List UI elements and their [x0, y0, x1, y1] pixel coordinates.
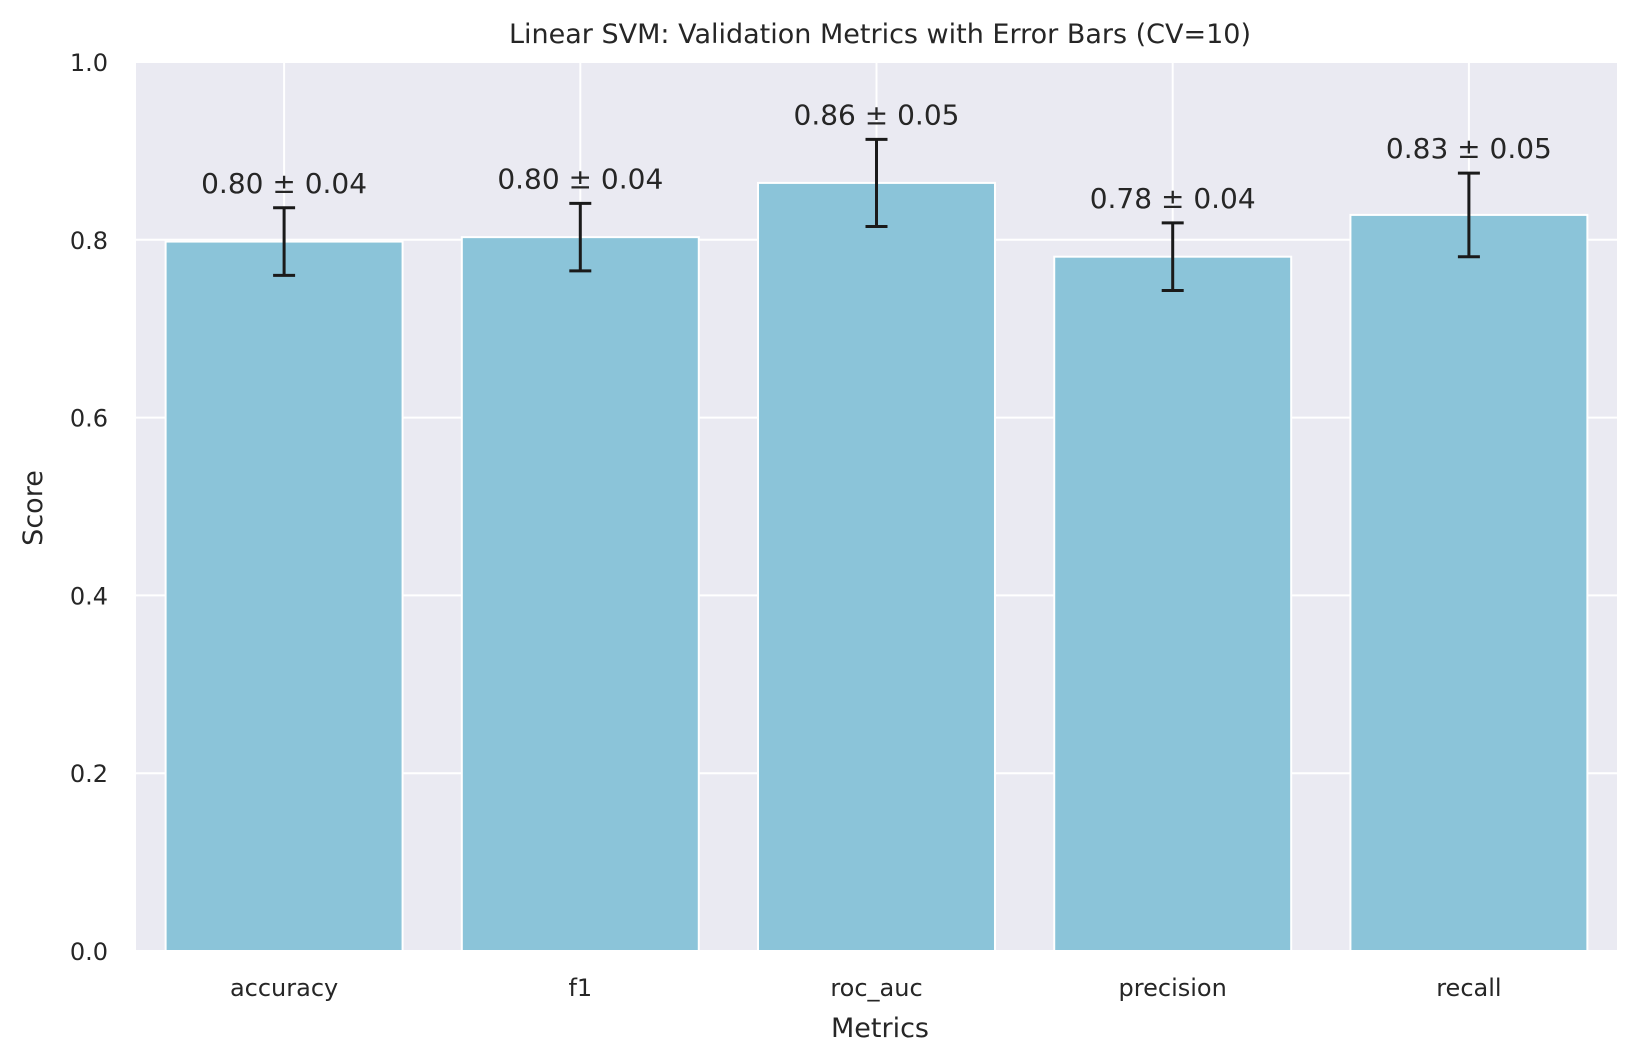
error-bar-recall: [1457, 171, 1480, 259]
data-label-precision: 0.78 ± 0.04: [1090, 182, 1256, 215]
bar-roc_auc: [757, 181, 996, 953]
error-bar-roc_auc: [865, 137, 888, 228]
bar-precision: [1053, 255, 1293, 953]
error-bar-f1: [569, 201, 592, 273]
y-tick-label: 0.0: [70, 938, 108, 966]
data-label-f1: 0.80 ± 0.04: [497, 162, 663, 195]
bars: [164, 181, 1589, 953]
data-labels: 0.80 ± 0.04 0.80 ± 0.04 0.86 ± 0.05 0.78 ± …: [201, 98, 1552, 215]
chart-title: Linear SVM: Validation Metrics with Erro…: [509, 19, 1251, 50]
x-tick-label-roc_auc: roc_auc: [830, 974, 922, 1002]
x-tick-label-recall: recall: [1436, 974, 1501, 1002]
error-bar-accuracy: [273, 206, 296, 277]
y-tick-label: 0.4: [70, 582, 108, 610]
bar-accuracy: [164, 240, 404, 952]
data-label-recall: 0.83 ± 0.05: [1386, 132, 1552, 165]
y-axis-ticks: 0.0 0.2 0.4 0.6 0.8 1.0: [70, 49, 108, 966]
x-tick-label-accuracy: accuracy: [230, 974, 338, 1002]
data-label-roc_auc: 0.86 ± 0.05: [794, 98, 960, 131]
data-label-accuracy: 0.80 ± 0.04: [201, 167, 367, 200]
x-tick-label-precision: precision: [1119, 974, 1227, 1002]
error-bars: [273, 137, 1480, 292]
y-tick-label: 1.0: [70, 49, 108, 77]
y-axis-label: Score: [18, 470, 49, 546]
y-tick-label: 0.2: [70, 760, 108, 788]
bar-f1: [460, 236, 700, 952]
x-axis-ticks: accuracy f1 roc_auc precision recall: [230, 974, 1502, 1002]
y-tick-label: 0.6: [70, 405, 108, 433]
x-tick-label-f1: f1: [568, 974, 592, 1002]
y-tick-label: 0.8: [70, 227, 108, 255]
error-bar-precision: [1161, 221, 1184, 292]
bar-recall: [1349, 213, 1589, 952]
x-axis-label: Metrics: [831, 1013, 929, 1044]
